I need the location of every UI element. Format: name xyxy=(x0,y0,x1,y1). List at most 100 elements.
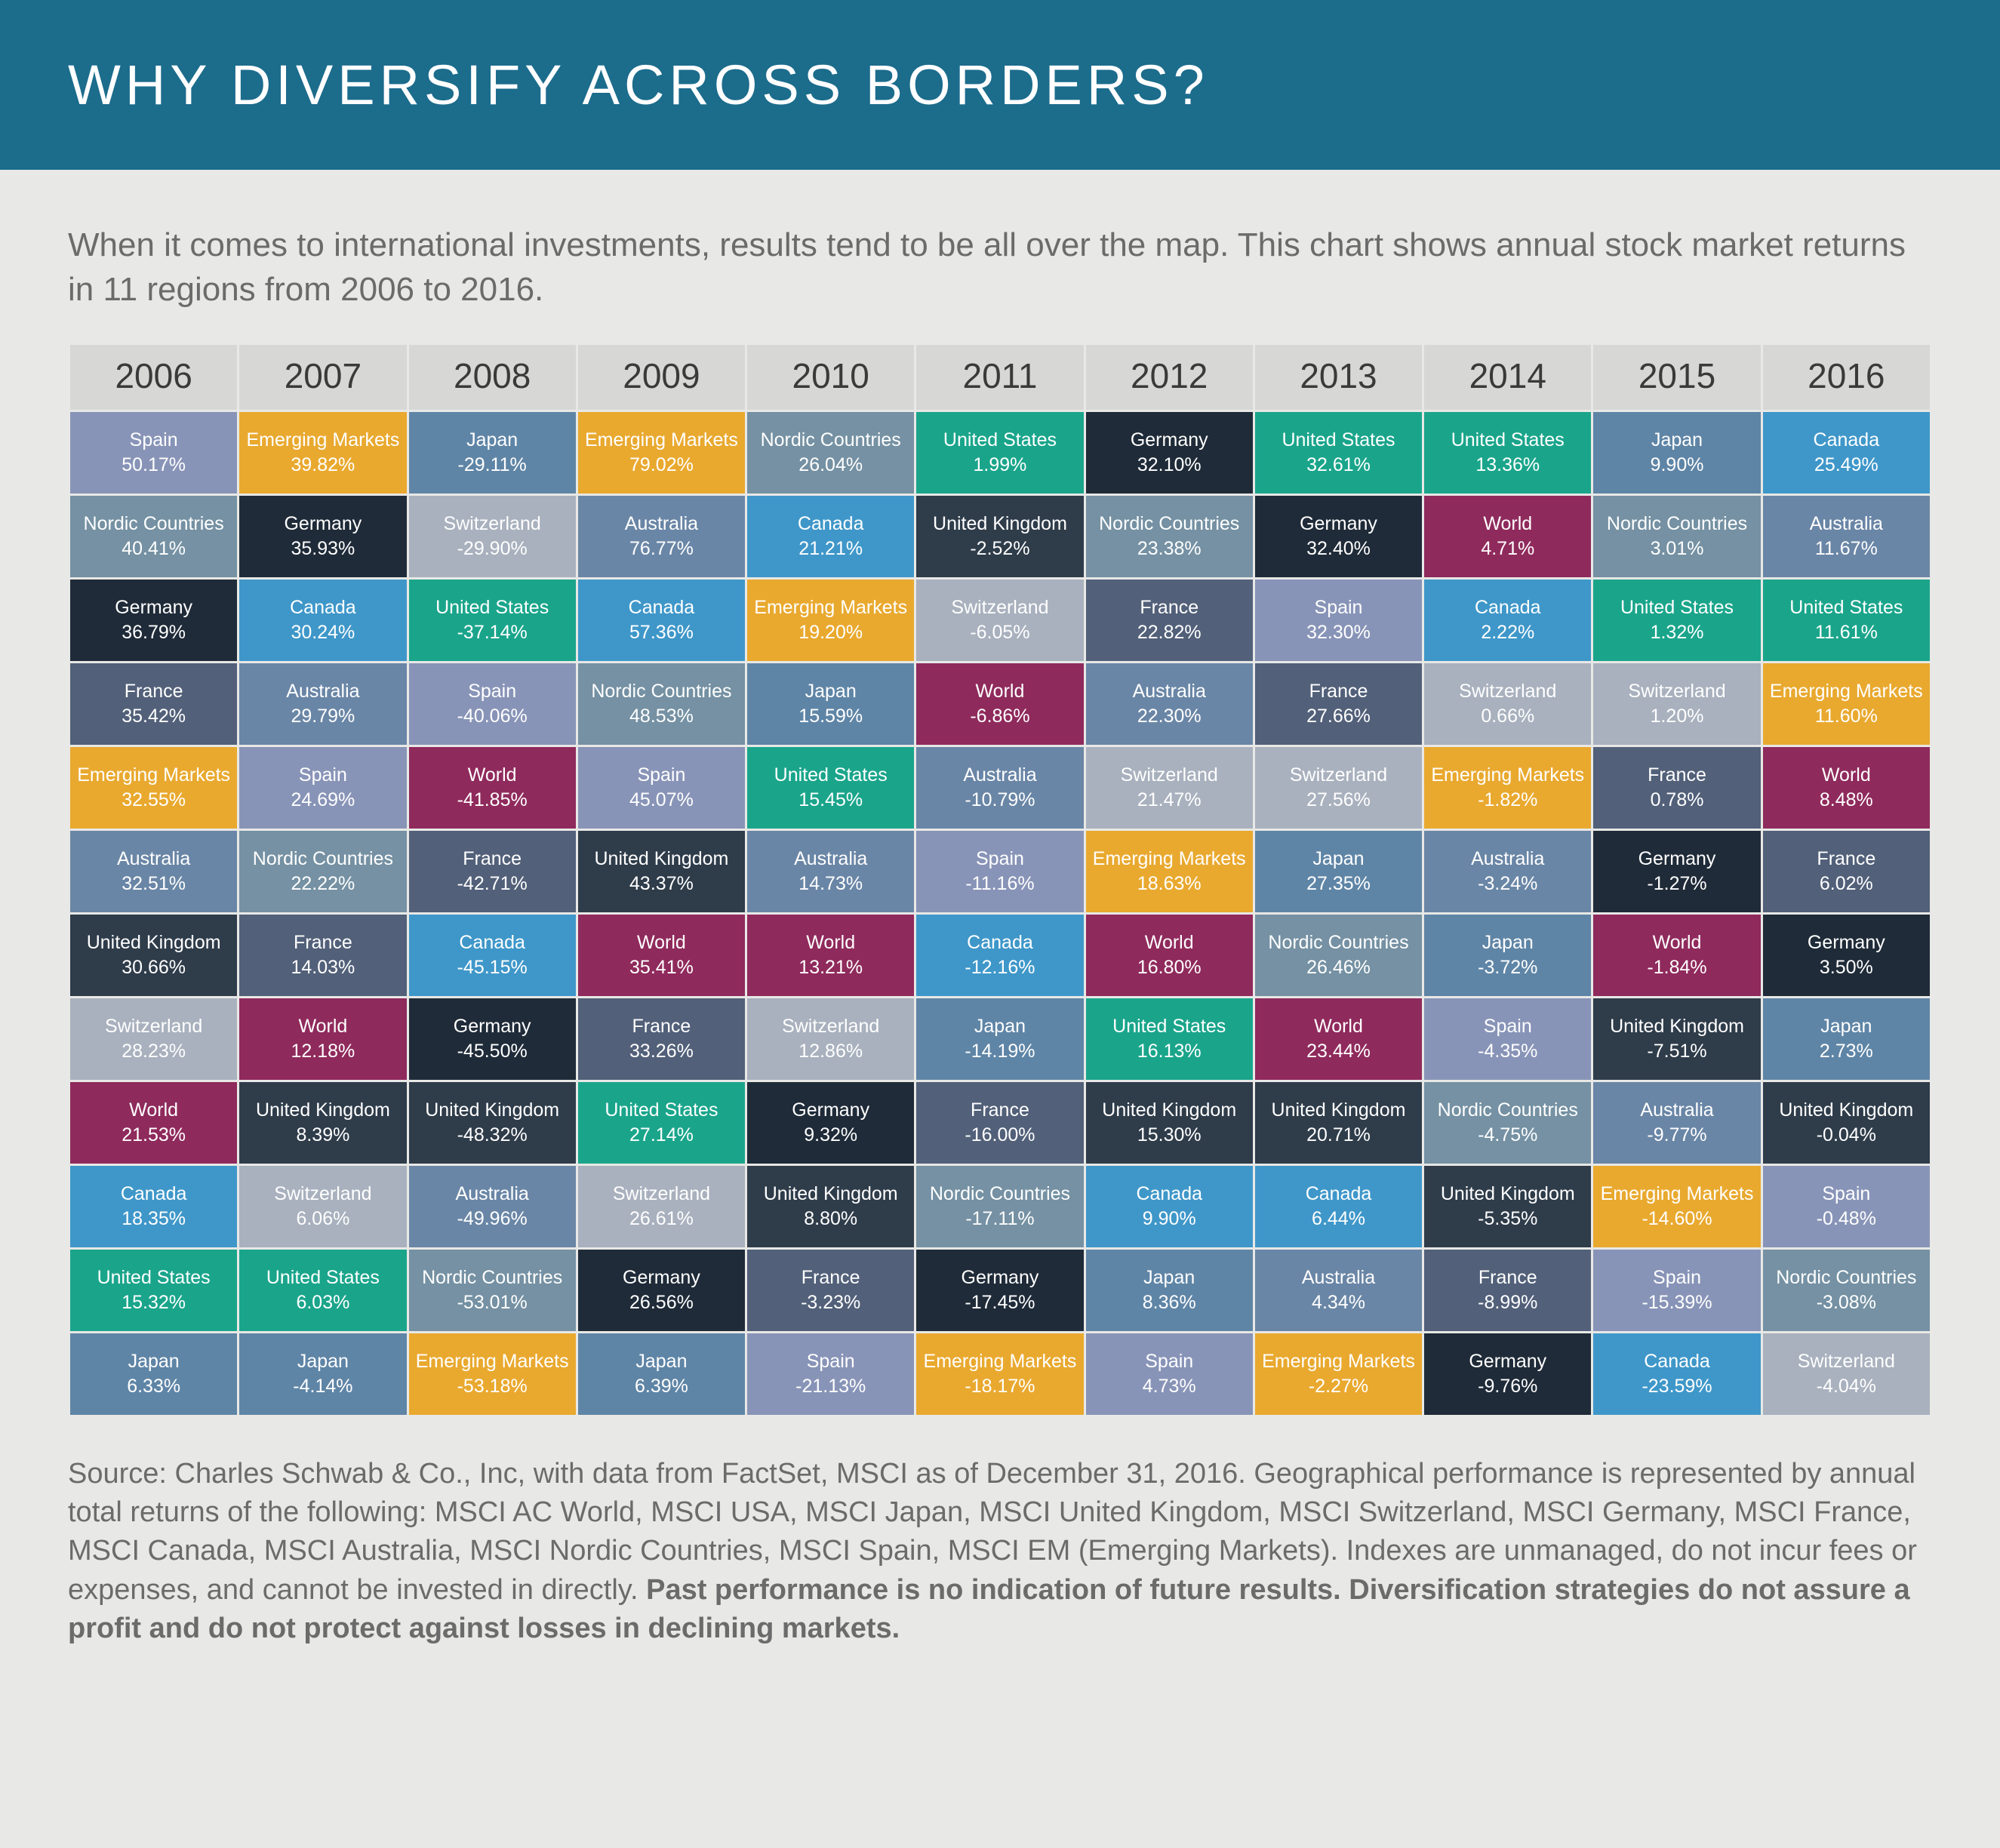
cell-label: Nordic Countries xyxy=(761,430,901,451)
cell-label: Switzerland xyxy=(1628,681,1725,703)
quilt-cell: Nordic Countries48.53% xyxy=(577,662,746,746)
quilt-cell: Spain45.07% xyxy=(577,746,746,829)
cell-label: Germany xyxy=(1469,1351,1546,1373)
quilt-cell: Australia-9.77% xyxy=(1592,1081,1762,1164)
cell-value: 9.90% xyxy=(1143,1209,1196,1228)
quilt-cell: Emerging Markets79.02% xyxy=(577,410,746,494)
quilt-cell: Emerging Markets39.82% xyxy=(238,410,408,494)
cell-label: Nordic Countries xyxy=(422,1268,562,1289)
quilt-cell: Nordic Countries40.41% xyxy=(69,494,238,578)
cell-value: -4.35% xyxy=(1478,1041,1537,1061)
cell-label: Japan xyxy=(1820,1016,1872,1038)
quilt-cell: United States13.36% xyxy=(1423,410,1592,494)
quilt-cell: Spain-0.48% xyxy=(1762,1164,1931,1248)
cell-value: 1.99% xyxy=(974,455,1027,475)
cell-label: United States xyxy=(266,1268,380,1289)
cell-value: 6.33% xyxy=(127,1376,180,1396)
cell-value: 48.53% xyxy=(629,706,694,726)
cell-value: -40.06% xyxy=(457,706,528,726)
cell-value: 1.32% xyxy=(1651,623,1704,642)
quilt-cell: Emerging Markets18.63% xyxy=(1085,829,1254,913)
quilt-cell: Australia76.77% xyxy=(577,494,746,578)
cell-label: France xyxy=(1140,598,1198,619)
year-header: 2016 xyxy=(1762,343,1931,410)
cell-value: 27.35% xyxy=(1306,874,1371,893)
quilt-cell: Germany35.93% xyxy=(238,494,408,578)
cell-value: 3.01% xyxy=(1651,539,1704,558)
cell-label: United Kingdom xyxy=(425,1100,559,1121)
quilt-cell: Australia-3.24% xyxy=(1423,829,1592,913)
cell-label: Canada xyxy=(967,933,1033,954)
cell-label: France xyxy=(1648,765,1706,786)
quilt-row: Germany36.79%Canada30.24%United States-3… xyxy=(69,578,1931,662)
cell-value: -18.17% xyxy=(965,1376,1035,1396)
cell-label: World xyxy=(1145,933,1194,954)
quilt-cell: United Kingdom30.66% xyxy=(69,913,238,997)
cell-label: Australia xyxy=(1133,681,1206,703)
quilt-cell: Nordic Countries3.01% xyxy=(1592,494,1762,578)
cell-value: 9.32% xyxy=(804,1125,857,1145)
quilt-cell: Spain-4.35% xyxy=(1423,997,1592,1081)
cell-label: Nordic Countries xyxy=(1099,514,1239,535)
cell-value: 57.36% xyxy=(629,623,694,642)
cell-label: Spain xyxy=(468,681,516,703)
quilt-cell: Emerging Markets19.20% xyxy=(746,578,915,662)
quilt-body: Spain50.17%Emerging Markets39.82%Japan-2… xyxy=(69,410,1931,1416)
quilt-cell: Switzerland 1.20% xyxy=(1592,662,1762,746)
cell-value: 8.39% xyxy=(296,1125,349,1145)
quilt-cell: France6.02% xyxy=(1762,829,1931,913)
cell-value: -3.08% xyxy=(1817,1293,1876,1312)
cell-value: 30.66% xyxy=(122,958,186,977)
cell-label: Japan xyxy=(466,430,518,451)
cell-value: -0.48% xyxy=(1817,1209,1876,1228)
cell-label: World xyxy=(806,933,855,954)
quilt-cell: Switzerland26.61% xyxy=(577,1164,746,1248)
quilt-cell: World23.44% xyxy=(1254,997,1423,1081)
cell-value: 4.73% xyxy=(1143,1376,1196,1396)
cell-label: Japan xyxy=(128,1351,180,1373)
cell-value: 1.20% xyxy=(1651,706,1704,726)
quilt-cell: United States1.99% xyxy=(915,410,1085,494)
cell-label: World xyxy=(129,1100,178,1121)
cell-label: Spain xyxy=(637,765,685,786)
cell-label: Nordic Countries xyxy=(1776,1268,1916,1289)
cell-label: World xyxy=(468,765,517,786)
cell-label: World xyxy=(1314,1016,1363,1038)
year-header: 2011 xyxy=(915,343,1085,410)
quilt-cell: Germany32.10% xyxy=(1085,410,1254,494)
cell-value: 22.82% xyxy=(1137,623,1202,642)
cell-value: 6.44% xyxy=(1312,1209,1365,1228)
cell-value: 15.30% xyxy=(1137,1125,1202,1145)
cell-label: Japan xyxy=(805,681,857,703)
cell-value: -48.32% xyxy=(457,1125,528,1145)
quilt-cell: World-1.84% xyxy=(1592,913,1762,997)
cell-value: 14.03% xyxy=(291,958,355,977)
cell-label: Spain xyxy=(1315,598,1363,619)
quilt-cell: World21.53% xyxy=(69,1081,238,1164)
cell-value: 12.86% xyxy=(798,1041,863,1061)
cell-value: -1.27% xyxy=(1647,874,1706,893)
quilt-cell: France33.26% xyxy=(577,997,746,1081)
cell-value: 13.36% xyxy=(1475,455,1540,475)
quilt-row: Nordic Countries40.41%Germany35.93%Switz… xyxy=(69,494,1931,578)
quilt-cell: Australia14.73% xyxy=(746,829,915,913)
cell-value: 11.61% xyxy=(1815,623,1878,642)
quilt-cell: United States-37.14% xyxy=(408,578,577,662)
quilt-cell: Japan15.59% xyxy=(746,662,915,746)
quilt-cell: Nordic Countries 26.04% xyxy=(746,410,915,494)
cell-label: Japan xyxy=(1312,849,1364,870)
quilt-cell: United States11.61% xyxy=(1762,578,1931,662)
cell-label: Emerging Markets xyxy=(1601,1184,1754,1205)
cell-label: United Kingdom xyxy=(1610,1016,1744,1038)
cell-label: United Kingdom xyxy=(1272,1100,1406,1121)
quilt-cell: Australia11.67% xyxy=(1762,494,1931,578)
quilt-cell: Nordic Countries26.46% xyxy=(1254,913,1423,997)
quilt-cell: Spain -40.06% xyxy=(408,662,577,746)
quilt-cell: Spain24.69% xyxy=(238,746,408,829)
cell-value: 26.04% xyxy=(798,455,863,475)
cell-label: Spain xyxy=(130,430,178,451)
quilt-cell: Emerging Markets11.60% xyxy=(1762,662,1931,746)
quilt-cell: Canada2.22% xyxy=(1423,578,1592,662)
quilt-cell: Switzerland-29.90% xyxy=(408,494,577,578)
cell-value: 4.71% xyxy=(1481,539,1534,558)
